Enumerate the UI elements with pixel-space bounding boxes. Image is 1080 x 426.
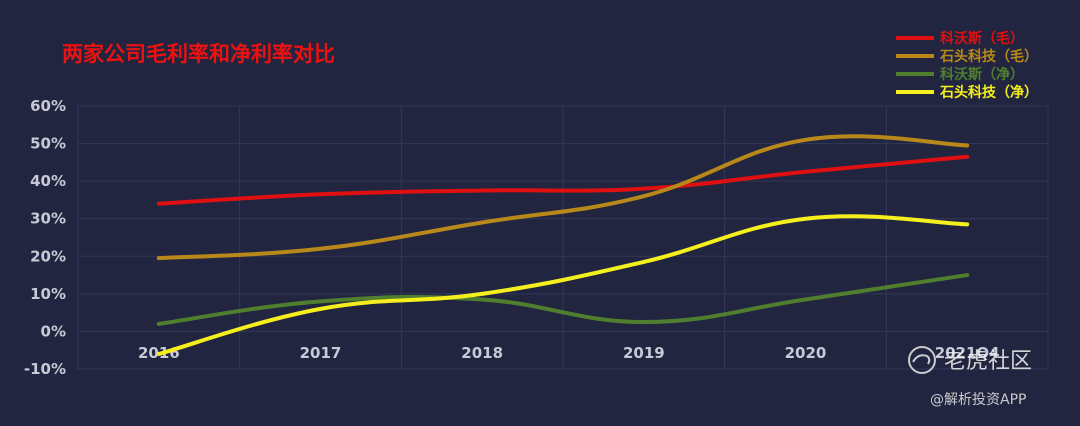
legend-label: 石头科技（毛） — [939, 48, 1038, 65]
chart-title: 两家公司毛利率和净利率对比 — [62, 42, 335, 66]
legend-label: 石头科技（净） — [939, 84, 1038, 101]
y-tick-label: 60% — [30, 97, 66, 115]
legend-label: 科沃斯（毛） — [940, 30, 1024, 47]
x-tick-label: 2020 — [785, 344, 827, 362]
x-tick-label: 2021Q4 — [935, 344, 1000, 362]
watermark: 老虎社区 @解析投资APP — [908, 346, 1032, 408]
watermark-source: @解析投资APP — [930, 392, 1026, 408]
y-axis: -10% 0% 10% 20% 30% 40% 50% 60% — [24, 97, 66, 378]
series-line-2 — [156, 273, 970, 326]
y-tick-label: 20% — [30, 247, 66, 265]
watermark-brand: 老虎社区 — [944, 349, 1032, 374]
tiger-logo-icon — [908, 346, 936, 374]
y-tick-label: 40% — [30, 172, 66, 190]
y-tick-label: 0% — [41, 322, 66, 340]
y-tick-label: -10% — [24, 360, 66, 378]
series-lines — [156, 134, 970, 356]
series-line-0 — [156, 154, 970, 206]
x-tick-label: 2018 — [461, 344, 503, 362]
legend-label: 科沃斯（净） — [940, 66, 1024, 83]
series-line-1 — [156, 134, 970, 261]
y-tick-label: 50% — [30, 135, 66, 153]
y-tick-label: 30% — [30, 210, 66, 228]
y-tick-label: 10% — [30, 285, 66, 303]
x-axis: 2016 2017 2018 2019 2020 2021Q4 — [138, 344, 1000, 362]
series-line-3 — [156, 214, 970, 356]
x-tick-label: 2017 — [300, 344, 342, 362]
legend: 科沃斯（毛）石头科技（毛）科沃斯（净）石头科技（净） — [896, 30, 1038, 101]
x-tick-label: 2019 — [623, 344, 665, 362]
